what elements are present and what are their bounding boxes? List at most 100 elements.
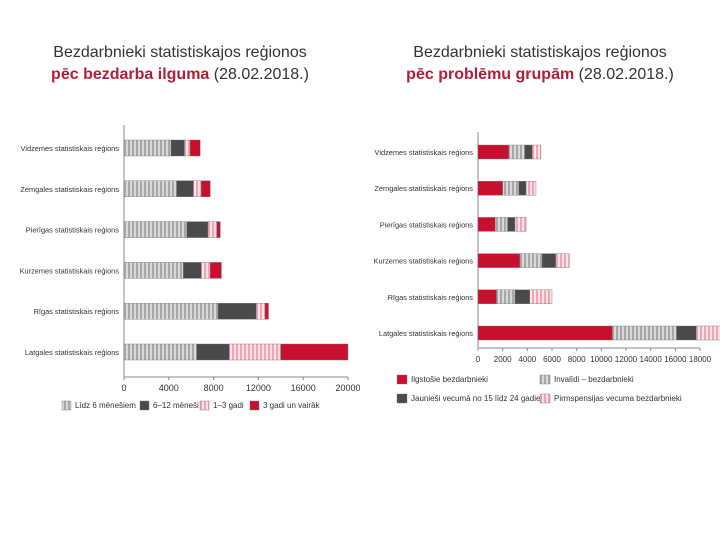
- bar-6-12-m-ne-i: [217, 302, 257, 320]
- bar-3-gadi-un-vair-k: [189, 139, 201, 157]
- bar-1-3-gadi: [184, 139, 191, 157]
- category-label: Kurzemes statistiskais reģions: [374, 257, 474, 266]
- bar-inval-di-bezdarbnieki: [495, 217, 508, 232]
- bar-jaunie-i-vecum-no-15-l-dz-24-gadiem: [541, 253, 556, 268]
- bar-ilgsto-ie-bezdarbnieki: [477, 325, 613, 341]
- bar-3-gadi-un-vair-k: [210, 262, 222, 279]
- x-tick-label: 0: [121, 383, 126, 393]
- left-title-date: (28.02.2018.): [209, 66, 309, 83]
- category-label: Rīgas statistiskais reģions: [388, 293, 474, 302]
- bar-3-gadi-un-vair-k: [201, 180, 211, 198]
- bar-l-dz-6-m-ne-iem: [123, 221, 187, 238]
- bar-pirmspensijas-vecuma-bezdarbnieki: [696, 325, 720, 341]
- x-tick-label: 18000: [689, 355, 712, 364]
- bar-inval-di-bezdarbnieki: [612, 325, 677, 341]
- bar-pirmspensijas-vecuma-bezdarbnieki: [529, 289, 553, 305]
- category-label: Kurzemes statistiskais reģions: [20, 266, 120, 275]
- x-tick-label: 4000: [518, 355, 536, 364]
- bar-ilgsto-ie-bezdarbnieki: [477, 289, 497, 305]
- bar-pirmspensijas-vecuma-bezdarbnieki: [555, 253, 570, 268]
- bar-ilgsto-ie-bezdarbnieki: [477, 217, 496, 232]
- left-title-bold: pēc bezdarba ilguma: [51, 66, 210, 83]
- bar-3-gadi-un-vair-k: [280, 343, 349, 361]
- bar-pirmspensijas-vecuma-bezdarbnieki: [514, 217, 527, 232]
- x-tick-label: 20000: [335, 383, 360, 393]
- bar-jaunie-i-vecum-no-15-l-dz-24-gadiem: [514, 289, 531, 305]
- legend-swatch: [199, 400, 210, 411]
- bar-l-dz-6-m-ne-iem: [123, 180, 177, 198]
- legend-swatch: [61, 400, 72, 411]
- duration-chart: 0 4000 8000 12000 16000 20000 Vidzemes statist…: [20, 125, 360, 411]
- problem-group-chart: 0 2000 4000 6000 8000 10000 12000 14000 16000 180…: [374, 132, 720, 404]
- left-title-line2: pēc bezdarba ilguma (28.02.2018.): [10, 64, 350, 86]
- x-tick-label: 6000: [543, 355, 561, 364]
- bar-6-12-m-ne-i: [196, 343, 230, 361]
- category-label: Pierīgas statistiskais reģions: [380, 220, 474, 229]
- bar-1-3-gadi: [229, 343, 281, 361]
- bar-1-3-gadi: [193, 180, 202, 198]
- x-tick-label: 12000: [615, 355, 638, 364]
- bar-inval-di-bezdarbnieki: [496, 289, 516, 305]
- bar-6-12-m-ne-i: [183, 262, 202, 279]
- bar-6-12-m-ne-i: [186, 221, 209, 238]
- bar-l-dz-6-m-ne-iem: [123, 262, 184, 279]
- x-tick-label: 8000: [204, 383, 224, 393]
- legend-swatch: [396, 374, 408, 385]
- legend-label: Līdz 6 mēnešiem: [75, 401, 136, 410]
- bar-6-12-m-ne-i: [170, 139, 185, 157]
- bar-1-3-gadi: [207, 221, 218, 238]
- legend-swatch: [139, 400, 150, 411]
- legend-label: Pirmspensijas vecuma bezdarbnieki: [554, 394, 682, 403]
- legend-label: 6–12 mēneši: [153, 401, 199, 410]
- legend-swatch: [539, 393, 551, 404]
- bar-ilgsto-ie-bezdarbnieki: [477, 253, 521, 268]
- bar-jaunie-i-vecum-no-15-l-dz-24-gadiem: [518, 181, 527, 196]
- x-tick-label: 10000: [590, 355, 613, 364]
- legend-label: Invalīdi – bezdarbnieki: [554, 375, 634, 384]
- legend-swatch: [396, 393, 408, 404]
- category-label: Latgales statistiskais reģions: [25, 348, 119, 357]
- right-chart-title: Bezdarbnieki statistiskajos reģionos pēc…: [370, 42, 710, 86]
- category-label: Vidzemes statistiskais reģions: [21, 144, 120, 153]
- legend-swatch: [539, 374, 551, 385]
- right-title-date: (28.02.2018.): [574, 66, 674, 83]
- bar-jaunie-i-vecum-no-15-l-dz-24-gadiem: [507, 217, 516, 232]
- bar-1-3-gadi: [255, 302, 266, 320]
- category-label: Vidzemes statistiskais reģions: [375, 148, 474, 157]
- right-title-line2: pēc problēmu grupām (28.02.2018.): [370, 64, 710, 86]
- bar-l-dz-6-m-ne-iem: [123, 302, 219, 320]
- bar-jaunie-i-vecum-no-15-l-dz-24-gadiem: [524, 144, 533, 160]
- x-tick-label: 14000: [640, 355, 663, 364]
- bar-jaunie-i-vecum-no-15-l-dz-24-gadiem: [676, 325, 697, 341]
- bar-1-3-gadi: [201, 262, 211, 279]
- right-title-bold: pēc problēmu grupām: [406, 66, 575, 83]
- category-label: Rīgas statistiskais reģions: [34, 307, 120, 316]
- right-title-line1: Bezdarbnieki statistiskajos reģionos: [413, 44, 667, 61]
- bar-inval-di-bezdarbnieki: [502, 181, 519, 196]
- bar-ilgsto-ie-bezdarbnieki: [477, 181, 503, 196]
- legend-label: 1–3 gadi: [213, 401, 244, 410]
- bar-pirmspensijas-vecuma-bezdarbnieki: [532, 144, 542, 160]
- x-tick-label: 2000: [494, 355, 512, 364]
- bar-inval-di-bezdarbnieki: [508, 144, 526, 160]
- category-label: Zemgales statistiskais reģions: [374, 184, 473, 193]
- x-tick-label: 12000: [246, 383, 271, 393]
- bar-ilgsto-ie-bezdarbnieki: [477, 144, 510, 160]
- bar-6-12-m-ne-i: [176, 180, 194, 198]
- category-label: Zemgales statistiskais reģions: [20, 185, 119, 194]
- legend-swatch: [249, 400, 260, 411]
- bar-inval-di-bezdarbnieki: [519, 253, 543, 268]
- category-label: Pierīgas statistiskais reģions: [26, 226, 120, 235]
- bar-3-gadi-un-vair-k: [216, 221, 221, 238]
- bar-3-gadi-un-vair-k: [264, 302, 269, 320]
- x-tick-label: 0: [476, 355, 481, 364]
- category-label: Latgales statistiskais reģions: [379, 329, 473, 338]
- left-chart-title: Bezdarbnieki statistiskajos reģionos pēc…: [10, 42, 350, 86]
- bar-pirmspensijas-vecuma-bezdarbnieki: [525, 181, 537, 196]
- legend-label: Ilgstošie bezdarbnieki: [411, 375, 488, 384]
- bar-l-dz-6-m-ne-iem: [123, 343, 198, 361]
- legend-label: Jaunieši vecumā no 15 līdz 24 gadiem: [411, 394, 547, 403]
- x-tick-label: 4000: [159, 383, 179, 393]
- left-title-line1: Bezdarbnieki statistiskajos reģionos: [53, 44, 307, 61]
- x-tick-label: 16000: [664, 355, 687, 364]
